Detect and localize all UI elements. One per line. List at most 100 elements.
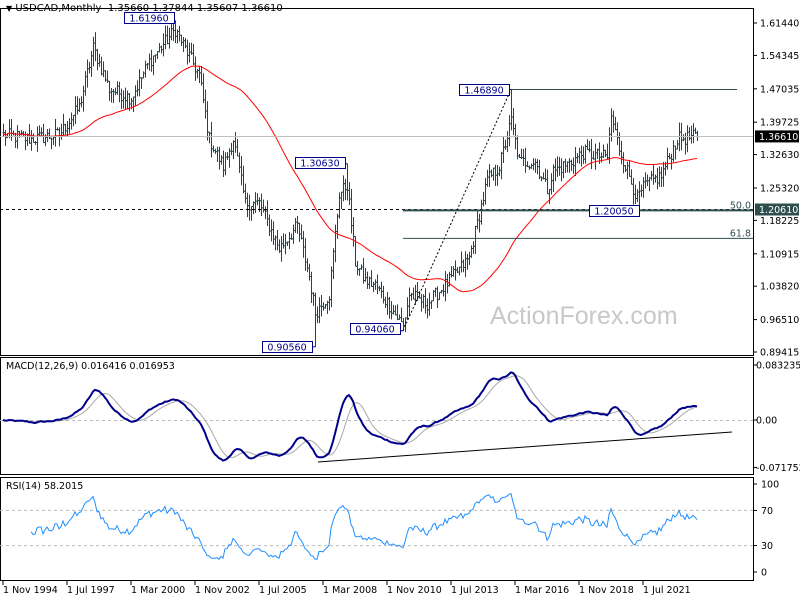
price-bar <box>650 170 653 181</box>
price-bar <box>588 140 591 153</box>
price-bar <box>386 292 389 315</box>
price-bar <box>406 297 409 320</box>
price-tick-label: 1.10915 <box>760 249 799 260</box>
price-bar <box>164 25 167 50</box>
price-tick-label: 1.61440 <box>760 19 799 30</box>
price-bar <box>686 125 689 153</box>
price-bar <box>270 219 273 242</box>
price-bar <box>94 32 97 62</box>
fib-level-label: 50.0 <box>730 200 751 211</box>
price-bar <box>486 169 489 187</box>
price-bar <box>114 87 117 96</box>
price-bar <box>576 153 579 164</box>
price-bar <box>458 266 461 276</box>
price-bar <box>512 107 515 136</box>
pivot-label-box <box>350 323 401 335</box>
price-bar <box>412 287 415 300</box>
price-bar <box>544 168 547 182</box>
price-bar <box>260 193 263 216</box>
price-bar <box>522 148 525 166</box>
price-bar <box>648 177 651 192</box>
price-bar <box>100 56 103 76</box>
price-bar <box>370 270 373 287</box>
price-bar <box>136 80 139 97</box>
price-bar <box>170 23 173 41</box>
price-bar <box>310 271 313 304</box>
price-bar <box>662 161 665 187</box>
time-tick-label: 1 Mar 2008 <box>323 585 377 596</box>
price-bar <box>284 234 287 255</box>
price-bar <box>204 89 207 119</box>
price-bar <box>244 183 247 204</box>
price-bar <box>78 98 81 113</box>
price-tick-label: 0.96510 <box>760 315 799 326</box>
price-bar <box>302 230 305 258</box>
price-bar <box>428 292 431 316</box>
price-bar <box>350 188 353 234</box>
price-bar <box>540 176 543 182</box>
price-bar <box>112 88 115 103</box>
time-tick-label: 1 Nov 2010 <box>387 585 442 596</box>
price-bar <box>96 48 99 71</box>
price-bar <box>636 189 639 203</box>
price-bar <box>332 248 335 280</box>
price-bar <box>362 257 365 284</box>
price-bar <box>186 39 189 65</box>
price-bar <box>574 147 577 176</box>
price-bar <box>314 292 317 347</box>
price-bar <box>380 281 383 299</box>
price-bar <box>338 192 341 219</box>
price-bar <box>546 169 549 195</box>
price-bar <box>478 213 481 233</box>
price-bar <box>80 96 83 108</box>
pivot-label-box <box>459 84 510 96</box>
price-bar <box>166 25 169 45</box>
collapse-arrow-icon[interactable]: ▼ <box>6 4 13 13</box>
price-bar <box>156 51 159 59</box>
time-tick-label: 1 Nov 2002 <box>195 585 250 596</box>
price-bar <box>402 318 405 331</box>
price-bar <box>206 101 209 141</box>
price-bar <box>180 34 183 47</box>
price-bar <box>226 152 229 161</box>
price-bar <box>90 50 93 77</box>
macd-trendline <box>317 431 733 463</box>
price-bar <box>632 177 635 205</box>
price-bar <box>462 259 465 273</box>
pivot-label: 1.30630 <box>300 159 339 170</box>
price-bar <box>76 96 79 115</box>
chart-header: ▼ USDCAD,Monthly 1.35660 1.37844 1.35607… <box>6 3 283 14</box>
price-bar <box>652 164 655 185</box>
price-bar <box>414 284 417 305</box>
price-bar <box>682 134 685 142</box>
overlays: 50.0 61.8 1.61960 1.30630 0.90560 0.94060 1.46… <box>0 12 753 561</box>
panel-frame-1 <box>0 357 754 475</box>
price-bar <box>134 85 137 107</box>
price-bar <box>404 317 407 333</box>
time-tick-label: 1 Jul 2005 <box>259 585 307 596</box>
price-bar <box>140 77 143 89</box>
price-bar <box>38 125 41 137</box>
macd-tick-label: 0.00 <box>756 416 777 427</box>
price-bar <box>476 209 479 230</box>
price-bar <box>320 295 323 317</box>
rsi-title: RSI(14) 58.2015 <box>6 481 84 492</box>
price-bar <box>626 161 629 180</box>
price-bar <box>356 260 359 276</box>
price-bar <box>534 158 537 173</box>
price-bar <box>36 126 39 152</box>
price-bar <box>590 138 593 169</box>
price-bar <box>84 71 87 96</box>
price-bar <box>530 163 533 170</box>
price-bar <box>212 145 215 153</box>
price-bar <box>308 263 311 281</box>
pivot-label: 0.94060 <box>355 325 394 336</box>
price-bar <box>230 142 233 156</box>
price-bar <box>280 236 283 262</box>
price-bar <box>178 25 181 42</box>
panel-frames <box>0 8 754 581</box>
price-bar <box>182 37 185 53</box>
price-bar <box>72 114 75 127</box>
macd-tick-label: -0.071752 <box>756 463 800 474</box>
